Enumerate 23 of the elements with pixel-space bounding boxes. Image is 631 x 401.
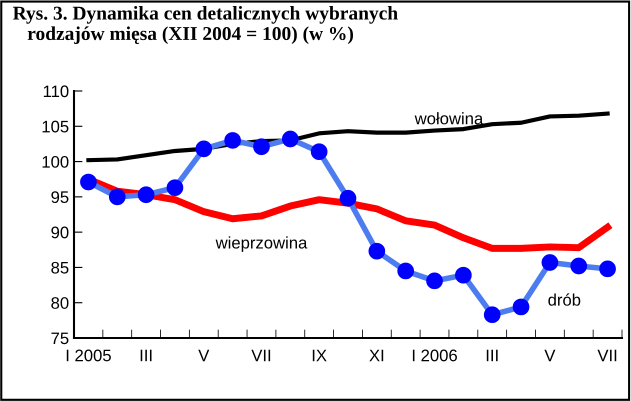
x-tick-label: XI (369, 350, 384, 362)
chart-title: Rys. 3. Dynamika cen detalicznych wybranych rodzajów mięsa (XII 2004 = 100) (w %) (12, 6, 398, 44)
x-tick-label: III (140, 350, 152, 362)
series-label: drób (548, 293, 580, 306)
y-tick-label: 100 (42, 156, 68, 168)
y-tick-label: 85 (51, 262, 68, 274)
x-tick-label: VII (251, 350, 270, 362)
series-label: wołowina (414, 112, 484, 124)
y-tick-label: 110 (44, 85, 68, 98)
line-series (86, 112, 610, 162)
y-tick-label: 90 (51, 226, 68, 238)
x-tick-label: VII (597, 350, 616, 362)
x-tick-label: I 2005 (66, 350, 111, 362)
x-tick-label: I 2006 (412, 350, 457, 362)
x-tick-label: V (198, 350, 210, 362)
x-tick-label: V (544, 350, 556, 362)
y-tick-label: 105 (42, 120, 68, 132)
y-tick-label: 75 (51, 332, 68, 344)
y-tick-label: 80 (51, 297, 68, 309)
x-tick-label: III (486, 350, 498, 362)
x-tick-label: IX (312, 350, 327, 362)
series-label: wieprzowina (216, 236, 308, 252)
y-tick-label: 95 (51, 191, 68, 204)
